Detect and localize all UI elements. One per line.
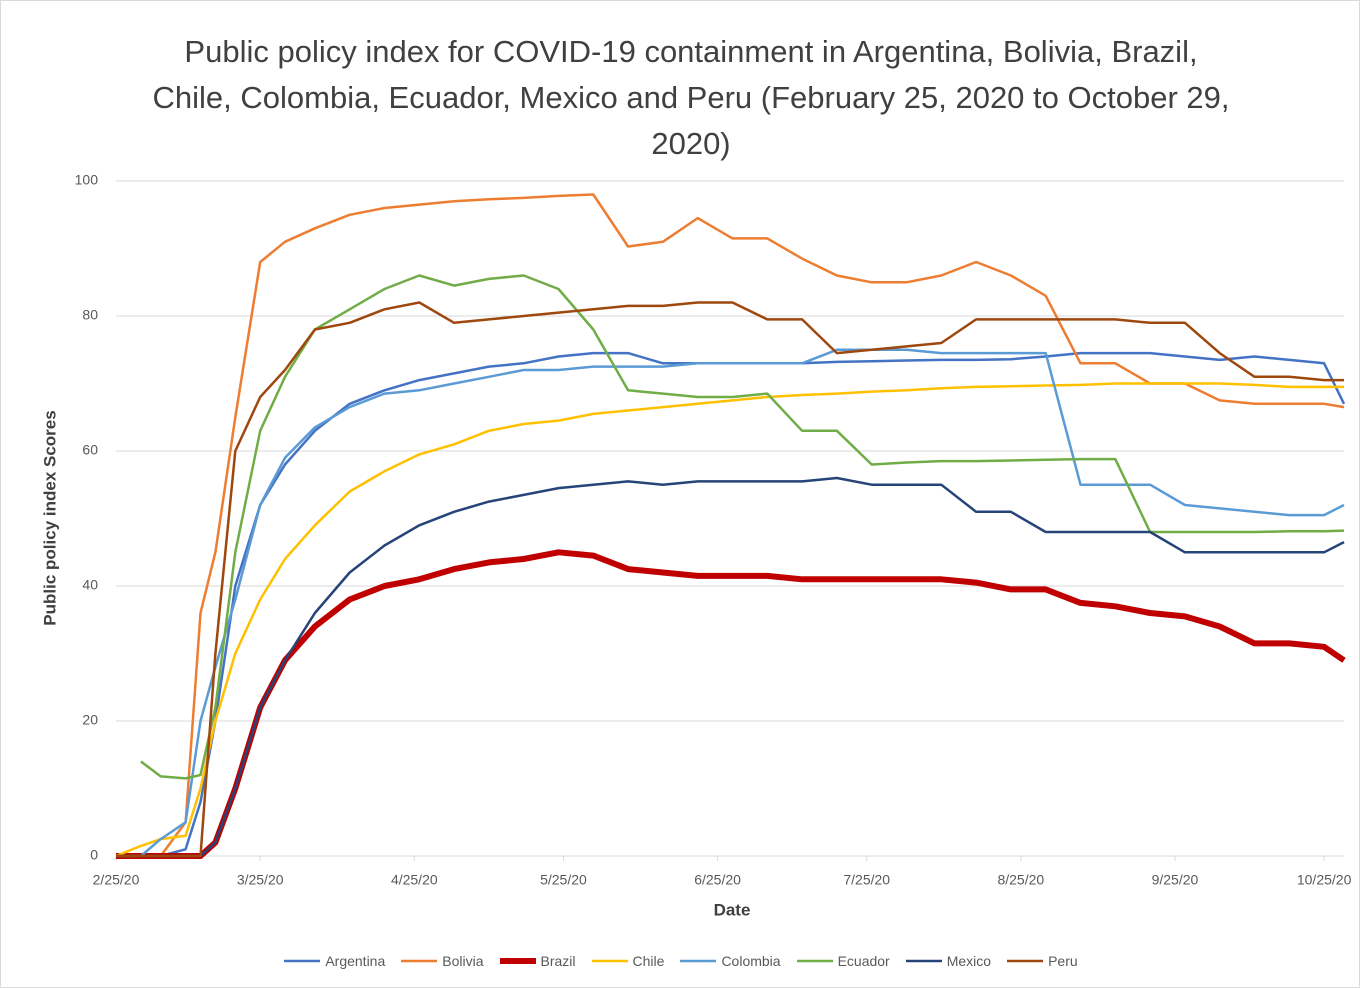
legend-item: Peru <box>1005 953 1078 969</box>
y-tick-label: 20 <box>82 712 98 728</box>
x-tick-label: 8/25/20 <box>997 872 1044 888</box>
legend-swatch <box>591 959 628 963</box>
x-tick-label: 6/25/20 <box>694 872 741 888</box>
legend-swatch <box>680 959 717 963</box>
x-tick-label: 10/25/20 <box>1297 872 1352 888</box>
legend-label: Peru <box>1048 953 1078 969</box>
legend-item: Brazil <box>498 953 576 969</box>
legend: Argentina Bolivia Brazil Chile Colombia Ecuad… <box>1 953 1359 969</box>
legend-label: Colombia <box>721 953 781 969</box>
legend-item: Argentina <box>282 953 385 969</box>
x-tick-label: 2/25/20 <box>93 872 140 888</box>
legend-swatch <box>284 959 321 963</box>
x-tick-label: 7/25/20 <box>843 872 890 888</box>
x-axis-label: Date <box>714 900 751 919</box>
y-axis-label: Public policy index Scores <box>40 410 59 625</box>
legend-item: Bolivia <box>399 953 484 969</box>
x-tick-label: 4/25/20 <box>391 872 438 888</box>
series-line <box>116 351 1346 858</box>
legend-swatch <box>796 959 833 963</box>
series-line <box>116 301 1344 858</box>
y-tick-label: 80 <box>82 307 98 323</box>
legend-swatch <box>401 959 438 963</box>
legend-item: Ecuador <box>795 953 890 969</box>
y-tick-label: 0 <box>90 847 98 863</box>
legend-label: Mexico <box>946 953 992 969</box>
series-line <box>116 476 1345 858</box>
y-tick-label: 40 <box>82 577 98 593</box>
x-tick-label: 9/25/20 <box>1152 872 1199 888</box>
chart: Public policy index Scores Date 0 20 40 60 8… <box>40 172 1352 920</box>
y-tick-label: 100 <box>75 172 99 188</box>
legend-swatch <box>1007 959 1044 963</box>
legend-label: Ecuador <box>837 953 890 969</box>
legend-label: Chile <box>632 953 665 969</box>
legend-label: Bolivia <box>442 953 484 969</box>
legend-label: Argentina <box>325 953 386 969</box>
legend-item: Mexico <box>904 953 991 969</box>
legend-item: Colombia <box>678 953 781 969</box>
series-line <box>115 382 1344 858</box>
legend-label: Brazil <box>540 953 576 969</box>
series-line <box>140 274 1345 780</box>
y-tick-label: 60 <box>82 442 98 458</box>
legend-item: Chile <box>590 953 665 969</box>
legend-swatch <box>499 958 536 964</box>
series-line <box>116 193 1345 858</box>
x-tick-label: 3/25/20 <box>237 872 284 888</box>
series-line <box>116 549 1346 859</box>
chart-title: Public policy index for COVID-19 contain… <box>152 34 1230 161</box>
x-tick-label: 5/25/20 <box>540 872 587 888</box>
legend-swatch <box>905 959 942 963</box>
series-line <box>116 348 1345 858</box>
